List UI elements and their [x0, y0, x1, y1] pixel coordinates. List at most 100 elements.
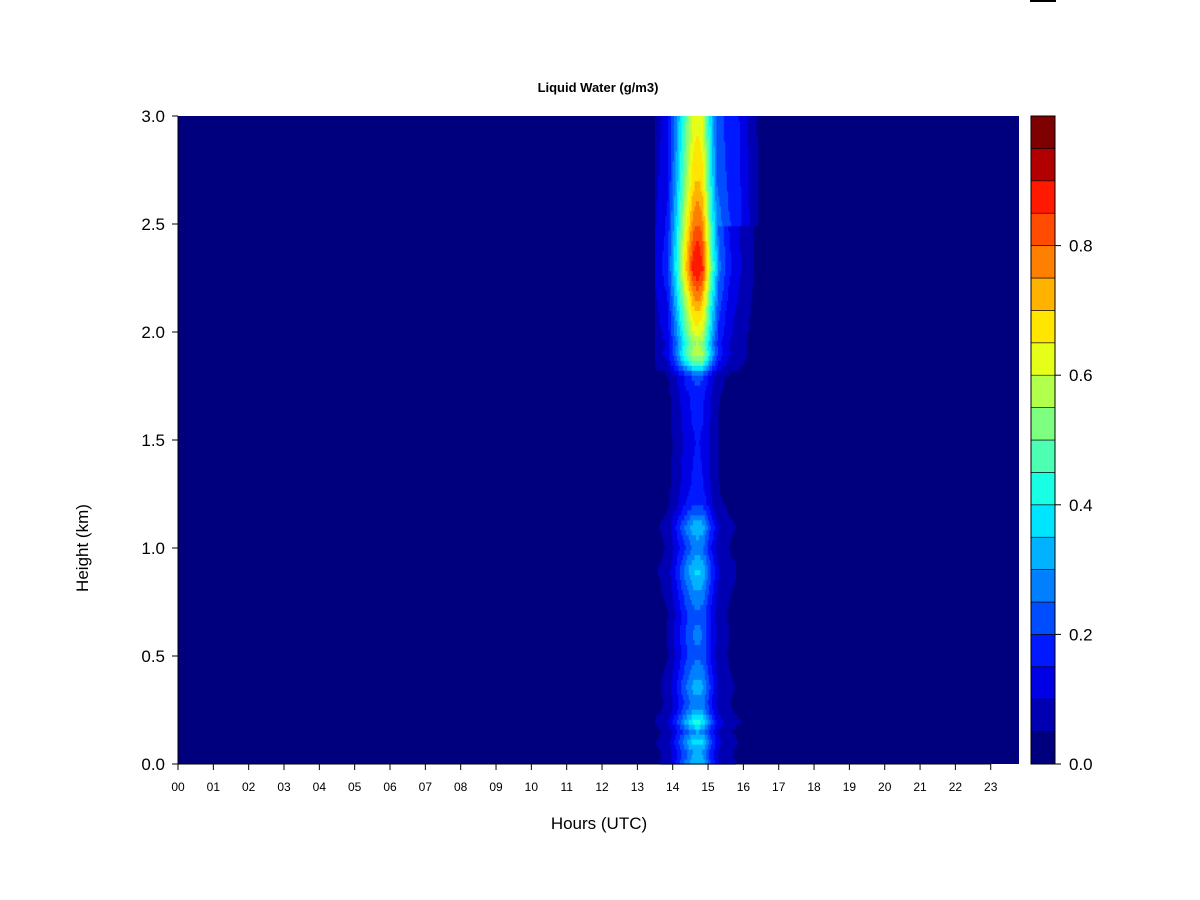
heatmap-cell — [691, 350, 694, 356]
heatmap-cell — [704, 345, 707, 351]
heatmap-cell — [715, 524, 718, 531]
heatmap-cell — [716, 559, 719, 566]
heatmap-cell — [715, 330, 718, 336]
heatmap-cell — [681, 325, 684, 331]
heatmap-cell — [672, 644, 675, 650]
heatmap-cell — [666, 345, 669, 351]
heatmap-cell — [709, 140, 712, 147]
heatmap-cell — [712, 514, 715, 521]
heatmap-cell — [682, 549, 685, 556]
heatmap-cell — [672, 365, 675, 371]
heatmap-cell — [707, 380, 710, 386]
heatmap-cell — [682, 594, 685, 601]
heatmap-cell — [706, 509, 709, 516]
heatmap-cell — [678, 559, 681, 566]
heatmap-cell — [697, 210, 700, 217]
heatmap-cell — [682, 116, 685, 122]
heatmap-cell — [679, 185, 682, 192]
heatmap-cell — [696, 679, 699, 685]
heatmap-cell — [687, 549, 690, 556]
heatmap-cell — [656, 205, 659, 212]
heatmap-cell — [671, 574, 674, 581]
heatmap-cell — [701, 444, 704, 451]
heatmap-cell — [677, 125, 680, 132]
heatmap-cell — [679, 170, 682, 177]
heatmap-cell — [698, 215, 702, 222]
heatmap-cell — [707, 200, 710, 207]
heatmap-cell — [657, 315, 661, 321]
heatmap-cell — [703, 699, 706, 705]
heatmap-cell — [675, 295, 678, 302]
heatmap-cell — [688, 524, 691, 531]
heatmap-cell — [707, 150, 710, 157]
heatmap-cell — [694, 255, 697, 262]
heatmap-cell — [688, 120, 691, 127]
heatmap-cell — [678, 474, 681, 481]
heatmap-cell — [674, 444, 677, 451]
heatmap-cell — [704, 524, 707, 531]
heatmap-cell — [703, 544, 706, 551]
heatmap-cell — [701, 420, 704, 426]
heatmap-cell — [691, 150, 694, 157]
heatmap-cell — [677, 684, 680, 690]
heatmap-cell — [701, 215, 704, 222]
heatmap-cell — [675, 355, 678, 361]
heatmap-cell — [693, 240, 696, 247]
heatmap-cell — [678, 484, 681, 491]
heatmap-cell — [656, 200, 659, 207]
heatmap-cell — [696, 195, 699, 202]
heatmap-cell — [713, 544, 716, 551]
heatmap-cell — [693, 260, 696, 267]
heatmap-cell — [696, 240, 699, 247]
heatmap-cell — [681, 494, 684, 501]
heatmap-cell — [704, 549, 707, 556]
heatmap-cell — [663, 559, 666, 566]
heatmap-cell — [697, 559, 700, 566]
heatmap-cell — [682, 255, 685, 262]
heatmap-cell — [704, 210, 707, 217]
heatmap-cell — [700, 405, 703, 411]
heatmap-cell — [700, 649, 703, 655]
heatmap-cell — [716, 584, 719, 591]
heatmap-cell — [675, 120, 678, 127]
heatmap-cell — [678, 135, 681, 142]
heatmap-cell — [668, 130, 671, 137]
heatmap-cell — [655, 140, 658, 147]
heatmap-cell — [662, 180, 665, 187]
heatmap-cell — [704, 704, 707, 710]
heatmap-cell — [655, 135, 658, 142]
heatmap-cell — [696, 599, 699, 606]
heatmap-cell — [685, 479, 688, 486]
heatmap-cell — [713, 624, 716, 631]
heatmap-cell — [694, 380, 697, 386]
heatmap-cell — [681, 290, 684, 297]
heatmap-cell — [713, 300, 716, 307]
heatmap-cell — [685, 569, 688, 576]
heatmap-cell — [672, 400, 675, 406]
heatmap-cell — [698, 295, 702, 302]
heatmap-cell — [678, 330, 681, 336]
heatmap-cell — [675, 305, 678, 311]
heatmap-cell — [687, 589, 690, 596]
heatmap-cell — [706, 479, 709, 486]
heatmap-cell — [656, 170, 659, 177]
heatmap-cell — [709, 365, 712, 371]
heatmap-cell — [693, 444, 696, 451]
heatmap-cell — [663, 734, 666, 740]
heatmap-cell — [685, 599, 688, 606]
heatmap-cell — [701, 599, 704, 606]
heatmap-cell — [706, 619, 709, 626]
heatmap-cell — [666, 205, 669, 212]
heatmap-cell — [684, 704, 687, 710]
heatmap-cell — [715, 489, 718, 496]
heatmap-cell — [694, 285, 697, 292]
heatmap-cell — [668, 140, 671, 147]
heatmap-cell — [660, 245, 663, 252]
heatmap-cell — [712, 120, 715, 127]
heatmap-cell — [694, 345, 697, 351]
heatmap-cell — [671, 250, 674, 257]
heatmap-cell — [700, 360, 703, 366]
heatmap-cell — [712, 270, 715, 277]
heatmap-cell — [701, 225, 704, 232]
heatmap-cell — [671, 469, 674, 476]
